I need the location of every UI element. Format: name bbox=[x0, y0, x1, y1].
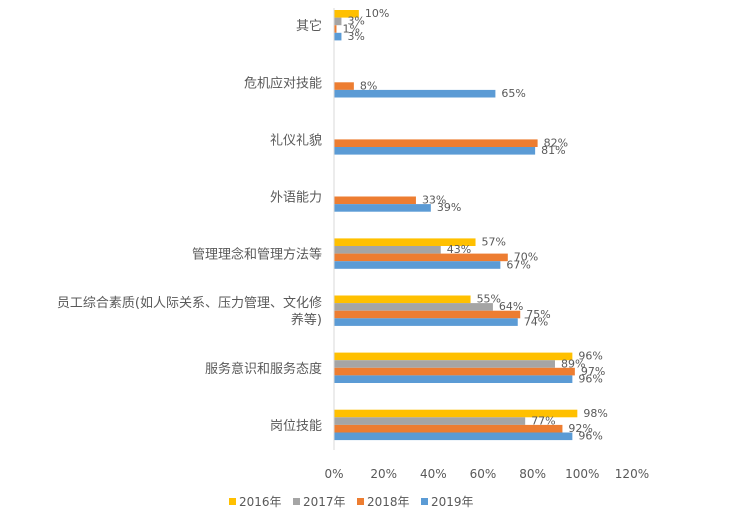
bar bbox=[334, 89, 496, 98]
x-tick-label: 60% bbox=[470, 467, 497, 481]
bar bbox=[334, 375, 573, 383]
category-label: 危机应对技能 bbox=[244, 75, 322, 91]
bar bbox=[334, 318, 518, 326]
data-label: 43% bbox=[447, 243, 471, 256]
bar bbox=[334, 367, 575, 376]
bar bbox=[334, 261, 501, 269]
legend-swatch bbox=[421, 498, 428, 505]
legend-swatch bbox=[293, 498, 300, 505]
bar bbox=[334, 432, 573, 441]
bar bbox=[334, 25, 337, 33]
legend: 2016年 2017年 2018年 2019年 bbox=[229, 495, 474, 509]
legend-label: 2019年 bbox=[431, 495, 474, 509]
bar bbox=[334, 409, 578, 418]
bar bbox=[334, 303, 493, 311]
bars-group bbox=[334, 10, 578, 441]
category-label: 管理理念和管理方法等 bbox=[192, 247, 322, 263]
bar bbox=[334, 82, 354, 90]
data-label: 74% bbox=[524, 315, 548, 328]
category-label: 养等) bbox=[291, 312, 322, 328]
data-label: 65% bbox=[501, 87, 525, 100]
data-label: 75% bbox=[526, 308, 550, 321]
data-label: 3% bbox=[347, 15, 364, 28]
category-label: 其它 bbox=[296, 18, 322, 34]
category-label: 外语能力 bbox=[270, 191, 322, 206]
data-label: 55% bbox=[477, 293, 501, 306]
legend-label: 2018年 bbox=[367, 495, 410, 509]
bar bbox=[334, 147, 536, 155]
data-label: 96% bbox=[578, 373, 602, 386]
data-label: 98% bbox=[583, 407, 607, 420]
legend-label: 2017年 bbox=[303, 495, 346, 509]
legend-swatch bbox=[357, 498, 364, 505]
data-label: 77% bbox=[531, 414, 555, 427]
bar bbox=[334, 253, 508, 262]
bar bbox=[334, 32, 342, 41]
data-label: 67% bbox=[506, 258, 530, 271]
data-label: 89% bbox=[561, 357, 585, 370]
bar bbox=[334, 246, 441, 254]
data-label: 70% bbox=[514, 251, 538, 264]
legend-swatch bbox=[229, 498, 236, 505]
data-label: 1% bbox=[342, 22, 359, 35]
bar bbox=[334, 139, 538, 147]
data-label: 57% bbox=[482, 236, 506, 249]
data-label: 3% bbox=[347, 30, 364, 43]
data-label: 81% bbox=[541, 144, 565, 157]
data-labels-group: 10%3%1%3% 8% 65% 82%81% 33%39% 57% 43% 70%67% 55… bbox=[342, 7, 607, 443]
bar bbox=[334, 417, 526, 425]
data-label: 82% bbox=[544, 137, 568, 150]
bar bbox=[334, 360, 555, 368]
data-label: 33% bbox=[422, 194, 446, 207]
bar bbox=[334, 204, 431, 212]
bar bbox=[334, 310, 521, 319]
data-label: 97% bbox=[581, 365, 605, 378]
data-label: 64% bbox=[499, 300, 523, 313]
legend-label: 2016年 bbox=[239, 495, 282, 509]
data-label: 39% bbox=[437, 201, 461, 214]
data-label: 10% bbox=[365, 7, 389, 20]
bar bbox=[334, 352, 573, 361]
x-tick-label: 20% bbox=[370, 467, 397, 481]
category-label: 员工综合素质(如人际关系、压力管理、文化修 bbox=[57, 295, 322, 311]
x-tick-label: 100% bbox=[565, 467, 599, 481]
x-tick-label: 80% bbox=[519, 467, 546, 481]
x-tick-labels: 0% 20% 40% 60% 80% 100% 120% bbox=[324, 467, 649, 481]
category-label: 礼仪礼貌 bbox=[270, 132, 322, 148]
bar bbox=[334, 196, 416, 205]
bar bbox=[334, 424, 563, 433]
data-label: 92% bbox=[568, 422, 592, 435]
data-label: 96% bbox=[578, 430, 602, 443]
category-label: 岗位技能 bbox=[270, 419, 322, 434]
x-tick-label: 120% bbox=[615, 467, 649, 481]
bar bbox=[334, 10, 359, 18]
x-tick-label: 0% bbox=[324, 467, 343, 481]
bar bbox=[334, 17, 342, 26]
x-tick-label: 40% bbox=[420, 467, 447, 481]
bar bbox=[334, 238, 476, 246]
bar bbox=[334, 295, 471, 304]
category-label: 服务意识和服务态度 bbox=[205, 361, 322, 377]
data-label: 8% bbox=[360, 79, 377, 92]
category-labels: 其它危机应对技能礼仪礼貌外语能力管理理念和管理方法等员工综合素质(如人际关系、压… bbox=[57, 18, 322, 434]
data-label: 96% bbox=[578, 350, 602, 363]
